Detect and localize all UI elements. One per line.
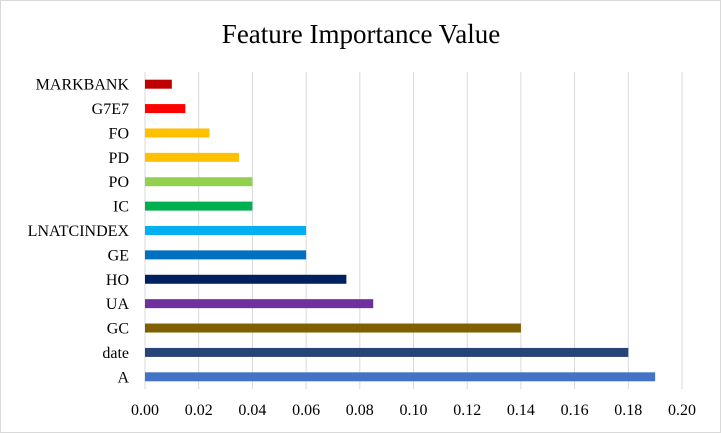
x-tick-label: 0.08 <box>346 402 374 419</box>
category-label: date <box>102 345 129 362</box>
bars <box>145 79 656 382</box>
category-label: A <box>117 369 129 386</box>
bar-ic <box>145 201 253 211</box>
bar-gc <box>145 323 521 333</box>
category-label: UA <box>106 296 130 313</box>
x-tick-label: 0.04 <box>238 402 266 419</box>
category-label: MARKBANK <box>36 77 130 94</box>
category-label: HO <box>106 272 129 289</box>
category-label: GC <box>107 321 129 338</box>
chart-title: Feature Importance Value <box>222 19 500 49</box>
category-label: LNATCINDEX <box>28 223 130 240</box>
x-tick-label: 0.06 <box>292 402 320 419</box>
category-label: PD <box>109 150 129 167</box>
category-label: IC <box>113 199 129 216</box>
x-tick-label: 0.12 <box>453 402 481 419</box>
x-tick-label: 0.16 <box>561 402 589 419</box>
bar-date <box>145 347 629 357</box>
x-tick-label: 0.14 <box>507 402 535 419</box>
category-label: G7E7 <box>92 101 129 118</box>
bar-ho <box>145 274 347 284</box>
x-tick-label: 0.18 <box>614 402 642 419</box>
x-tick-label: 0.00 <box>131 402 159 419</box>
x-tick-label: 0.20 <box>668 402 696 419</box>
bar-ge <box>145 250 307 260</box>
category-label: GE <box>108 247 129 264</box>
bar-a <box>145 372 656 382</box>
bar-markbank <box>145 79 172 89</box>
bar-po <box>145 177 253 187</box>
bar-lnatcindex <box>145 226 307 235</box>
category-label: PO <box>109 174 129 191</box>
category-label: FO <box>109 125 129 142</box>
gridlines <box>144 72 683 389</box>
bar-pd <box>145 152 239 162</box>
x-tick-labels: 0.00 0.02 0.04 0.06 0.08 0.10 0.12 0.14 0.16 0.18… <box>131 402 696 419</box>
x-tick-label: 0.02 <box>185 402 213 419</box>
x-tick-label: 0.10 <box>400 402 428 419</box>
bar-fo <box>145 128 210 138</box>
bar-ua <box>145 299 374 309</box>
bar-g7e7 <box>145 104 186 114</box>
